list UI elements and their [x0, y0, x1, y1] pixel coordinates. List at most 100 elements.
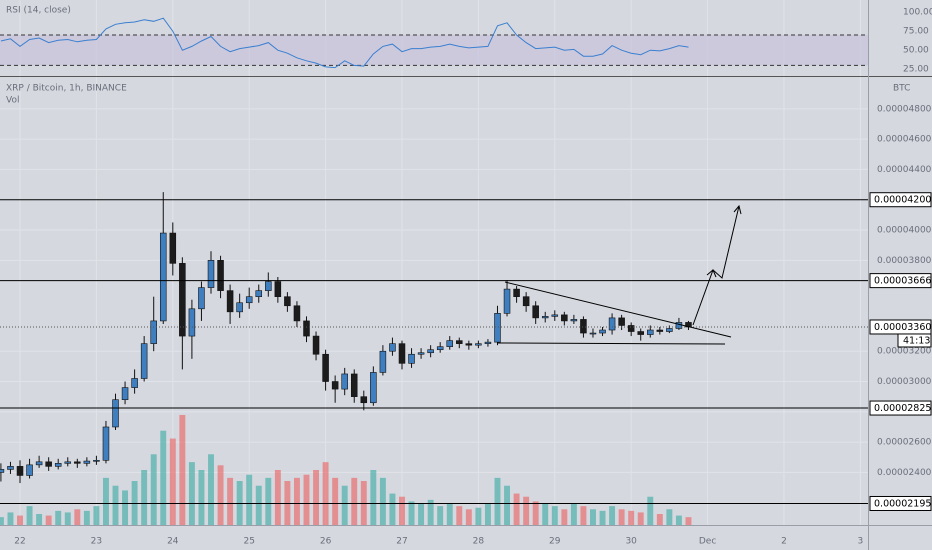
candle-body	[561, 314, 568, 322]
level-label-box	[869, 192, 932, 208]
volume-bar	[666, 509, 673, 525]
candle-body	[312, 335, 320, 355]
volume-bar	[389, 493, 396, 525]
axes: 22 23 24 25 26 27 28 29 30 Dec 2 30.000048000.00004…	[14, 8, 932, 547]
candle-body	[255, 290, 263, 297]
volume-bar	[561, 509, 568, 525]
candle-body	[64, 461, 72, 464]
candle-body	[140, 343, 148, 379]
candle-body	[274, 281, 282, 297]
volume-bar	[532, 501, 539, 525]
candle-body	[532, 305, 539, 319]
volume-bar	[26, 506, 33, 525]
candle-body	[589, 332, 597, 335]
volume-bar	[418, 503, 425, 525]
candle-body	[83, 460, 91, 464]
candle-body	[131, 378, 138, 388]
candle-body	[522, 296, 530, 307]
candle-body	[150, 320, 157, 344]
volume-bar	[74, 509, 81, 525]
candle-body	[456, 340, 463, 344]
volume-bar	[685, 517, 692, 525]
volume-bar	[265, 477, 272, 525]
y-tick-label: 0.00004600	[877, 135, 932, 145]
volume-bar	[45, 515, 52, 525]
level-label: 0.00002195	[874, 498, 931, 509]
candle-body	[398, 343, 406, 364]
rsi-tick-label: 75.00	[903, 27, 929, 37]
candle-body	[102, 426, 110, 461]
x-tick-label: 23	[91, 537, 102, 547]
candle-body	[436, 346, 444, 351]
candle-body	[446, 340, 453, 347]
candle-body	[54, 463, 62, 467]
support-line	[496, 342, 726, 345]
volume-bar	[609, 506, 616, 525]
rsi-title: RSI (14, close)	[6, 6, 71, 16]
volume-bar	[36, 514, 43, 525]
volume-bar	[599, 510, 606, 525]
volume-bar	[150, 454, 157, 525]
volume-bar	[227, 477, 234, 525]
y-tick-label: 0.00002400	[877, 468, 932, 478]
candle-body	[7, 466, 14, 470]
x-tick-label: 30	[625, 537, 637, 547]
candle-body	[370, 372, 377, 404]
level-label: 0.00003666	[874, 276, 931, 287]
y-tick-label: 0.00004800	[877, 104, 932, 114]
candle-body	[618, 317, 625, 326]
candle-body	[627, 325, 635, 332]
volume-bar	[465, 509, 472, 525]
volume-bar	[618, 509, 625, 525]
volume-bar	[379, 477, 386, 525]
candle-body	[303, 320, 310, 337]
volume-bar	[590, 509, 596, 525]
candle-body	[379, 350, 387, 373]
candle-body	[465, 343, 473, 346]
volume-bar	[399, 496, 405, 525]
candle-body	[417, 352, 425, 355]
candle-body	[494, 313, 501, 343]
arrow-head	[706, 269, 717, 278]
rsi-tick-label: 25.00	[903, 65, 929, 75]
candle-body	[179, 263, 186, 337]
rsi-tick-label: 50.00	[903, 46, 929, 56]
volume-bar	[55, 510, 62, 525]
y-tick-label: 0.00003800	[877, 256, 932, 266]
x-tick-label: Dec	[699, 537, 716, 547]
rsi-line	[0, 17, 689, 69]
volume-bar	[456, 506, 463, 525]
candle-body	[503, 288, 511, 314]
candle-body	[159, 232, 167, 322]
x-tick-label: 22	[14, 537, 25, 547]
candle-body	[484, 341, 492, 344]
volume-bar	[169, 438, 176, 525]
candle-body	[198, 287, 205, 310]
candle-body	[637, 331, 644, 335]
volume-bar	[208, 454, 214, 525]
volume-bar	[580, 506, 587, 525]
x-tick-label: 27	[396, 537, 407, 547]
candle-body	[322, 353, 329, 382]
volume-bar	[628, 510, 635, 525]
volume-bar	[246, 474, 253, 525]
volume-bar	[656, 514, 663, 525]
x-tick-label: 29	[549, 537, 561, 547]
volume-bar	[523, 496, 530, 525]
volume-bar	[341, 485, 348, 525]
volume-bar	[551, 506, 558, 525]
candle-body	[541, 316, 549, 319]
trend-line	[504, 281, 732, 338]
volume-bar	[217, 465, 224, 525]
candle-body	[245, 296, 253, 304]
volume-bar	[351, 477, 358, 525]
level-label-box	[869, 400, 932, 416]
volume-bar	[122, 490, 129, 525]
candle-body	[656, 329, 664, 332]
candle-body	[647, 329, 654, 335]
volume-bar	[408, 501, 415, 525]
volume-bar	[64, 512, 71, 525]
volume-bar	[83, 510, 90, 525]
rsi-band	[0, 34, 868, 66]
